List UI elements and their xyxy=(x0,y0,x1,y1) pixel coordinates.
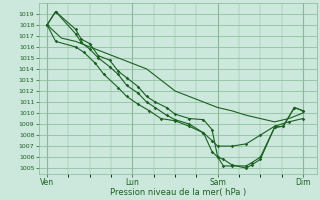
X-axis label: Pression niveau de la mer( hPa ): Pression niveau de la mer( hPa ) xyxy=(110,188,246,197)
